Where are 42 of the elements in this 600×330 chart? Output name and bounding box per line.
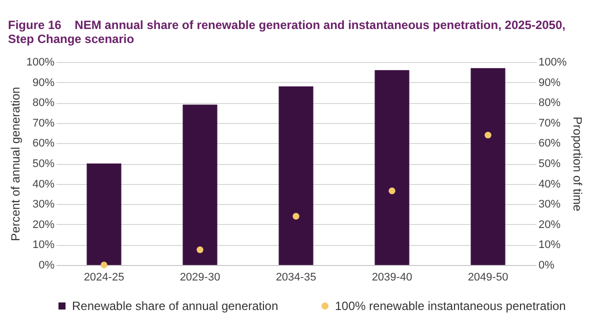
y2-tick-label: 40% xyxy=(538,178,561,190)
x-tick-label: 2034-35 xyxy=(276,272,316,284)
y-tick-label: 10% xyxy=(32,239,55,252)
chart-title: Figure 16 NEM annual share of renewable generation and instantaneous penetration, 2025-2050, Step Change scenario xyxy=(7,17,566,48)
y-tick-label: 60% xyxy=(32,138,55,150)
y-tick-label: 100% xyxy=(26,56,55,68)
y2-tick-label: 90% xyxy=(538,76,561,89)
y-tick-label: 20% xyxy=(32,218,55,231)
point xyxy=(388,188,396,194)
bar xyxy=(86,164,122,265)
y-tick-label: 0% xyxy=(38,260,55,272)
legend-label: 100% renewable instantaneous penetration xyxy=(335,299,566,313)
y2-tick-label: 100% xyxy=(538,56,567,68)
y-tick-label: 80% xyxy=(32,97,55,110)
y2-tick-label: 20% xyxy=(538,218,561,231)
bar xyxy=(278,86,314,265)
y2-tick-label: 60% xyxy=(538,138,561,150)
y2-tick-label: 80% xyxy=(538,97,561,110)
y2-tick-label: 50% xyxy=(538,158,561,170)
point xyxy=(292,212,300,220)
point xyxy=(484,132,492,138)
y-tick-label: 50% xyxy=(32,158,55,170)
y-tick-label: 40% xyxy=(32,178,55,190)
x-tick-label: 2039-40 xyxy=(372,272,412,284)
y-axis-title: Percent of annual generation xyxy=(8,86,22,242)
y2-tick-label: 0% xyxy=(538,260,555,272)
x-tick-label: 2049-50 xyxy=(468,272,508,284)
y2-tick-label: 30% xyxy=(538,198,561,211)
y2-axis-title: Proportion of time xyxy=(570,116,585,212)
bar xyxy=(182,104,218,265)
y2-tick-label: 10% xyxy=(538,239,561,252)
x-tick-label: 2024-25 xyxy=(84,272,124,284)
bar xyxy=(374,70,410,265)
y-tick-label: 30% xyxy=(32,198,55,211)
y-tick-label: 90% xyxy=(32,76,55,89)
x-tick-label: 2029-30 xyxy=(180,272,220,284)
bar xyxy=(470,68,506,265)
legend-label: Renewable share of annual generation xyxy=(72,299,278,313)
y-tick-label: 70% xyxy=(32,117,55,130)
y2-tick-label: 70% xyxy=(538,117,561,130)
point xyxy=(196,246,204,254)
point xyxy=(100,262,108,268)
